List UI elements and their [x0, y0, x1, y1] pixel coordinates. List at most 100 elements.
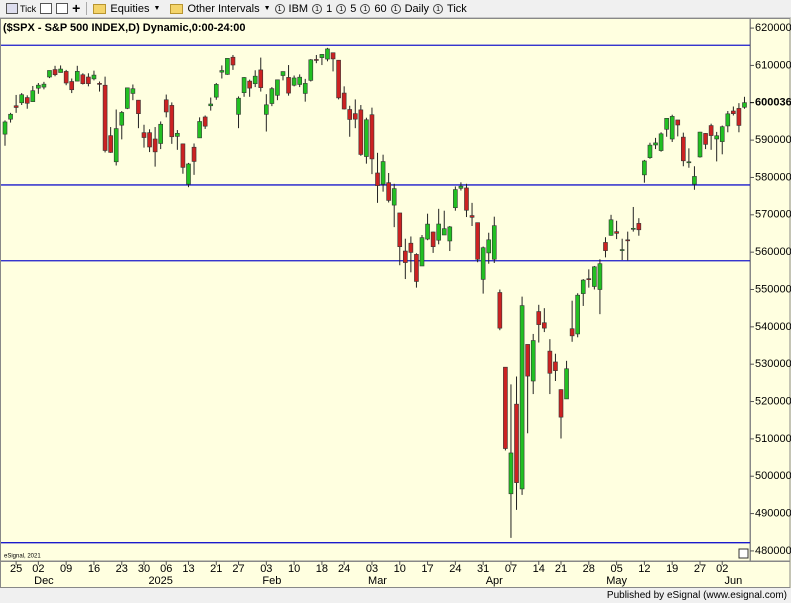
icon[interactable] — [40, 3, 53, 14]
y-tick-label: 490000 — [755, 507, 791, 519]
y-tick-label: 500000 — [755, 470, 791, 482]
candle-body — [725, 113, 731, 127]
y-tick-label: 580000 — [755, 171, 791, 183]
candle-body — [447, 226, 453, 242]
candle-body — [430, 231, 436, 247]
folder-icon — [170, 3, 184, 14]
x-tick-label: 17 — [421, 563, 433, 575]
dropdown-arrow[interactable]: ▼ — [263, 5, 271, 12]
candle-body — [152, 138, 158, 153]
candle-body — [280, 71, 286, 76]
candle-body — [202, 116, 208, 127]
candle-body — [369, 114, 375, 160]
candle-body — [453, 189, 458, 209]
candle-body — [403, 250, 408, 263]
menu-item[interactable]: IBM — [288, 2, 309, 15]
candle-body — [180, 143, 186, 168]
candle-body — [619, 249, 625, 251]
menu-item[interactable]: Equities — [110, 2, 150, 15]
tick-button[interactable]: Tick — [20, 3, 37, 14]
candle-body — [391, 188, 397, 206]
x-tick-label: 05 — [610, 563, 622, 575]
candle-body — [191, 146, 197, 162]
candle-body — [30, 90, 36, 102]
candle-body — [213, 84, 219, 98]
candle-body — [47, 70, 52, 78]
candle-body — [636, 223, 642, 231]
month-label: May — [606, 575, 627, 587]
month-label: 2025 — [148, 575, 172, 587]
candle-body — [197, 121, 202, 139]
candle-body — [603, 242, 608, 251]
candle-body — [130, 88, 136, 94]
candle-body — [597, 263, 603, 290]
x-tick-label: 12 — [638, 563, 650, 575]
candle-body — [503, 366, 508, 449]
candle-body — [269, 88, 275, 104]
candle-body — [141, 132, 147, 138]
x-tick-label: 18 — [316, 563, 328, 575]
candle-body — [569, 328, 575, 337]
x-tick-label: 13 — [182, 563, 194, 575]
menu-item[interactable]: Daily — [404, 2, 430, 15]
x-tick-label: 06 — [160, 563, 172, 575]
candle-body — [542, 322, 547, 329]
icon: 1 — [274, 3, 285, 14]
icon[interactable] — [6, 3, 18, 14]
candle-body — [336, 59, 341, 99]
candle-body — [630, 227, 636, 230]
menu-item[interactable]: 5 — [350, 2, 357, 15]
chart-title: ($SPX - S&P 500 INDEX,D) Dynamic,0:00-24… — [3, 22, 246, 34]
candle-body — [319, 54, 325, 58]
candle-body — [175, 132, 180, 137]
candle-body — [508, 452, 514, 495]
x-tick-label: 19 — [666, 563, 678, 575]
y-tick-label: 570000 — [755, 209, 791, 221]
candle-body — [575, 294, 580, 335]
x-tick-label: 14 — [533, 563, 545, 575]
candle-body — [514, 403, 519, 483]
candle-body — [325, 48, 330, 60]
month-label: Dec — [34, 575, 54, 587]
menu-item[interactable]: Tick — [447, 2, 467, 15]
candle-body — [419, 237, 425, 267]
candle-body — [225, 58, 230, 75]
candle-body — [558, 389, 564, 418]
dropdown-arrow[interactable]: ▼ — [153, 5, 161, 12]
candle-body — [113, 128, 119, 163]
candle-body — [530, 340, 536, 382]
icon[interactable] — [56, 3, 69, 14]
menu-item[interactable]: 60 — [374, 2, 387, 15]
candle-body — [241, 77, 247, 93]
candle-body — [13, 105, 19, 108]
candle-body — [469, 215, 475, 218]
menu-item[interactable]: 1 — [326, 2, 333, 15]
candle-body — [158, 123, 163, 144]
candle-body — [163, 99, 169, 113]
candle-body — [69, 81, 75, 91]
candle-body — [614, 231, 619, 234]
candle-body — [275, 79, 280, 96]
candle-body — [681, 136, 686, 162]
x-tick-label: 10 — [288, 563, 300, 575]
candle-body — [8, 113, 13, 120]
candle-body — [91, 74, 97, 80]
add-button[interactable]: + — [72, 0, 81, 16]
candle-body — [247, 80, 252, 89]
candle-body — [186, 163, 191, 185]
candle-body — [486, 239, 492, 254]
candle-body — [86, 76, 91, 84]
last-price-label: 600036 — [755, 97, 791, 109]
menu-item[interactable]: Other Intervals — [187, 2, 260, 15]
candle-body — [352, 113, 358, 120]
candle-body — [2, 121, 8, 135]
scroll-icon[interactable] — [738, 548, 749, 559]
candle-body — [102, 84, 108, 151]
x-tick-label: 03 — [366, 563, 378, 575]
x-tick-label: 03 — [260, 563, 272, 575]
x-tick-label: 02 — [32, 563, 44, 575]
month-label: Apr — [486, 575, 503, 587]
toolbar: Tick + Equities ▼ Other Intervals ▼ 1 IBM 1… — [0, 0, 791, 18]
candle-body — [297, 76, 302, 85]
y-tick-label: 610000 — [755, 59, 791, 71]
